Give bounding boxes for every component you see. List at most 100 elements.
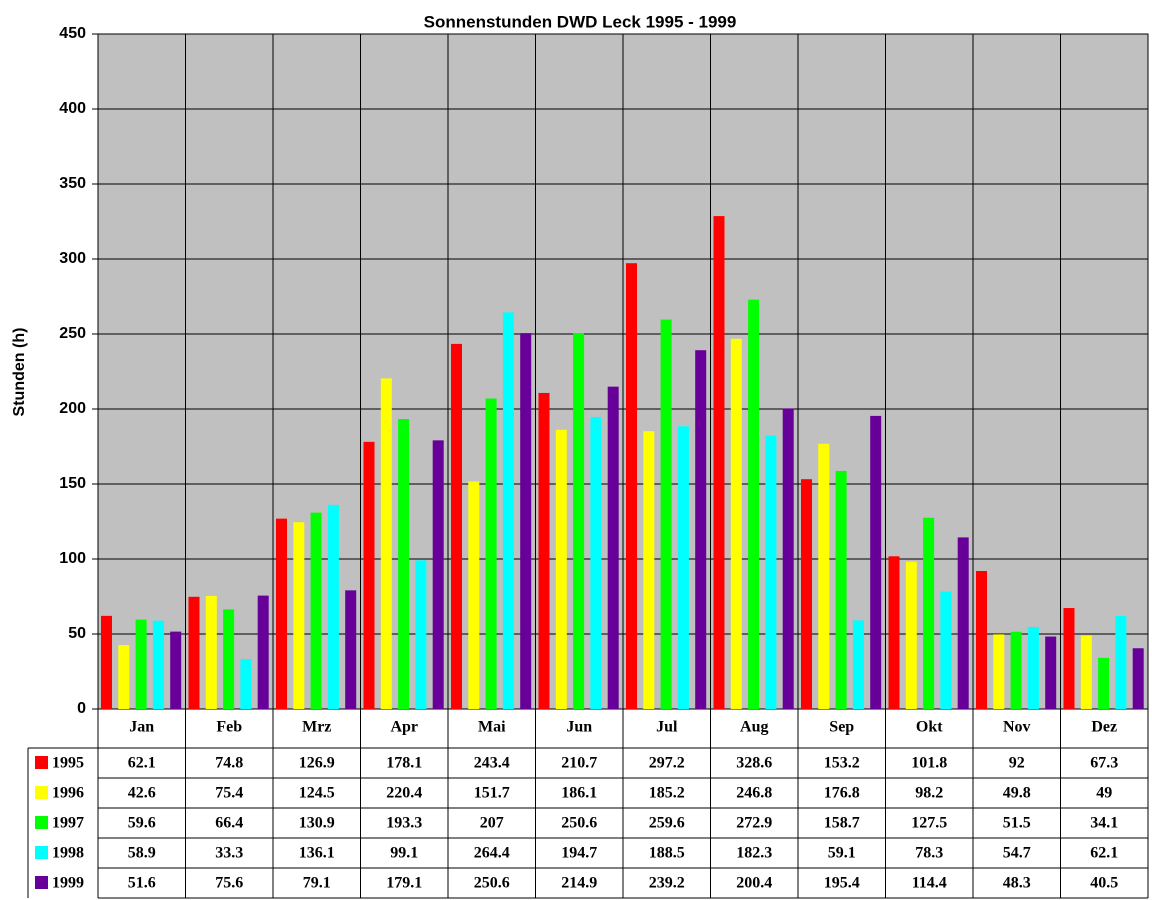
x-tick-label: Jun [566,719,592,736]
y-tick-label: 0 [77,700,86,717]
bar [1063,608,1075,709]
table-value: 220.4 [386,785,422,802]
bar [276,518,287,709]
bar [170,631,182,709]
bar [870,415,882,709]
bar [223,609,235,709]
y-tick-label: 250 [59,325,86,342]
table-value: 42.6 [128,785,156,802]
y-tick-label: 450 [59,25,86,42]
x-tick-label: Dez [1091,719,1117,736]
table-value: 75.4 [215,785,243,802]
legend-key [35,876,48,889]
table-value: 246.8 [736,785,772,802]
x-tick-label: Jan [129,719,154,736]
x-tick-label: Sep [829,719,854,736]
table-value: 99.1 [390,845,418,862]
bar [695,350,707,709]
bar [765,435,777,709]
x-tick-label: Feb [216,719,242,736]
bar [1010,631,1022,709]
table-value: 179.1 [386,875,422,892]
table-value: 186.1 [561,785,597,802]
bar [415,560,427,709]
x-tick-label: Apr [390,719,418,736]
legend-key [35,816,48,829]
bar [520,333,532,709]
bar [852,620,864,709]
bar [626,263,637,709]
y-tick-label: 300 [59,250,86,267]
y-tick-label: 400 [59,100,86,117]
bar [677,426,689,709]
bar [1115,615,1127,709]
bar [801,479,812,709]
table-value: 210.7 [561,755,597,772]
bar [257,595,269,709]
table-value: 127.5 [911,815,947,832]
bar [135,619,147,709]
bar [468,481,480,709]
table-value: 75.6 [215,875,243,892]
table-value: 193.3 [386,815,422,832]
table-value: 124.5 [299,785,335,802]
table-value: 58.9 [128,845,156,862]
x-tick-label: Aug [740,719,768,736]
table-value: 78.3 [915,845,943,862]
table-value: 158.7 [824,815,860,832]
table-value: 98.2 [915,785,943,802]
table-value: 264.4 [474,845,510,862]
table-value: 151.7 [474,785,510,802]
bar [1027,626,1039,709]
bar [101,615,112,709]
table-value: 101.8 [911,755,947,772]
bar [660,319,672,709]
bar [976,571,987,709]
bar [1045,636,1057,709]
table-value: 185.2 [649,785,685,802]
legend-key [35,846,48,859]
bar [607,386,619,709]
bar [152,620,164,709]
table-value: 207 [480,815,504,832]
bar [590,416,602,709]
table-value: 272.9 [736,815,772,832]
bar [555,429,567,709]
table-value: 178.1 [386,755,422,772]
x-tick-label: Jul [656,719,678,736]
bar [643,431,655,709]
y-tick-label: 150 [59,475,86,492]
y-axis-label: Stunden (h) [11,328,28,417]
table-value: 126.9 [299,755,335,772]
bar [782,408,794,709]
bar [940,591,952,709]
bar [993,634,1005,709]
bar [713,216,725,709]
bar [451,343,462,709]
x-tick-label: Nov [1003,719,1031,736]
bar [905,561,917,709]
bar [363,441,375,709]
table-value: 176.8 [824,785,860,802]
table-value: 136.1 [299,845,335,862]
table-value: 66.4 [215,815,243,832]
table-value: 259.6 [649,815,685,832]
bar [293,522,305,709]
table-value: 49.8 [1003,785,1031,802]
table-value: 49 [1096,785,1112,802]
bar [1098,657,1110,709]
table-value: 59.1 [828,845,856,862]
table-value: 33.3 [215,845,243,862]
bar [398,419,410,709]
table-value: 130.9 [299,815,335,832]
table-value: 51.6 [128,875,156,892]
y-tick-label: 200 [59,400,86,417]
bar [538,392,550,709]
bar [957,537,969,709]
table-value: 239.2 [649,875,685,892]
table-value: 214.9 [561,875,597,892]
table-value: 74.8 [215,755,243,772]
table-value: 51.5 [1003,815,1031,832]
legend-key [35,786,48,799]
